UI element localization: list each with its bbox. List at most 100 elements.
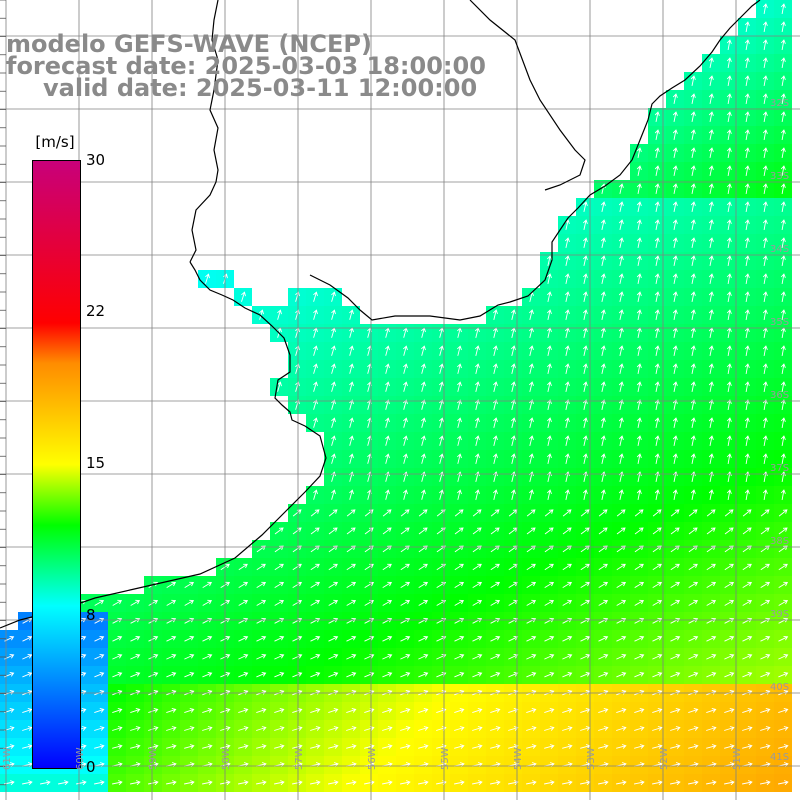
wind-arrow bbox=[780, 255, 786, 266]
wind-arrow bbox=[292, 726, 303, 731]
wind-arrow bbox=[313, 489, 318, 500]
wind-arrow bbox=[724, 726, 735, 731]
wind-arrow bbox=[636, 201, 642, 212]
wind-arrow bbox=[744, 309, 750, 320]
wind-arrow bbox=[166, 707, 177, 714]
wind-arrow bbox=[130, 653, 141, 660]
wind-arrow bbox=[762, 75, 768, 86]
wind-arrow bbox=[706, 635, 717, 642]
wind-arrow bbox=[672, 291, 678, 302]
wind-arrow bbox=[274, 707, 285, 714]
wind-arrow bbox=[328, 563, 338, 571]
wind-arrow bbox=[256, 635, 267, 642]
wind-arrow bbox=[259, 309, 264, 320]
wind-arrow bbox=[672, 237, 678, 248]
wind-arrow bbox=[331, 345, 336, 356]
wind-arrow bbox=[241, 291, 246, 302]
wind-arrow bbox=[331, 489, 336, 500]
wind-arrow bbox=[706, 563, 716, 571]
wind-arrow bbox=[778, 726, 789, 731]
wind-arrow bbox=[652, 653, 663, 660]
wind-arrow bbox=[634, 635, 645, 642]
wind-arrow bbox=[688, 509, 698, 517]
wind-arrow bbox=[544, 581, 555, 588]
wind-arrow bbox=[670, 563, 680, 571]
wind-arrow bbox=[472, 653, 483, 660]
wind-arrow bbox=[349, 453, 354, 464]
wind-arrow bbox=[202, 581, 213, 588]
wind-arrow bbox=[778, 653, 789, 660]
wind-arrow bbox=[400, 726, 411, 731]
wind-arrow bbox=[274, 653, 285, 660]
wind-arrow bbox=[385, 345, 390, 356]
wind-arrow bbox=[600, 219, 606, 230]
wind-arrow bbox=[690, 255, 696, 266]
wind-arrow bbox=[274, 726, 285, 731]
title-valid-date: valid date: 2025-03-11 12:00:00 bbox=[43, 74, 478, 102]
wind-arrow bbox=[726, 345, 732, 356]
wind-arrow bbox=[760, 707, 771, 714]
wind-arrow bbox=[490, 780, 501, 786]
wind-arrow bbox=[402, 363, 408, 374]
wind-arrow bbox=[616, 780, 627, 786]
wind-arrow bbox=[726, 255, 732, 266]
wind-arrow bbox=[454, 635, 465, 642]
wind-arrow bbox=[690, 93, 696, 104]
wind-arrow bbox=[184, 707, 195, 714]
wind-arrow bbox=[544, 509, 554, 517]
wind-arrow bbox=[724, 581, 735, 588]
lon-label: 58W bbox=[221, 747, 232, 770]
wind-arrow bbox=[726, 399, 732, 410]
wind-arrow bbox=[654, 345, 660, 356]
wind-arrow bbox=[166, 744, 177, 749]
wind-arrow bbox=[598, 744, 609, 749]
wind-arrow bbox=[706, 581, 717, 588]
wind-arrow bbox=[778, 581, 789, 588]
wind-arrow bbox=[672, 489, 678, 500]
wind-arrow bbox=[510, 381, 516, 393]
wind-arrow bbox=[418, 726, 429, 731]
wind-arrow bbox=[402, 435, 408, 446]
wind-arrow bbox=[744, 75, 750, 86]
wind-arrow bbox=[490, 527, 500, 535]
wind-arrow bbox=[474, 399, 480, 411]
lat-label: 34S bbox=[770, 244, 790, 255]
wind-arrow bbox=[166, 726, 177, 731]
wind-arrow bbox=[582, 399, 588, 410]
wind-arrow bbox=[690, 309, 696, 320]
wind-arrow bbox=[582, 417, 588, 428]
wind-arrow bbox=[382, 726, 393, 731]
wind-arrow bbox=[744, 39, 750, 50]
wind-arrow bbox=[618, 345, 624, 356]
wind-arrow bbox=[564, 381, 570, 392]
wind-arrow bbox=[510, 345, 516, 357]
wind-arrow bbox=[402, 345, 408, 356]
wind-arrow bbox=[94, 726, 105, 731]
wind-arrow bbox=[724, 671, 735, 678]
wind-arrow bbox=[652, 617, 663, 624]
wind-arrow bbox=[762, 417, 768, 428]
wind-arrow bbox=[544, 635, 555, 642]
wind-arrow bbox=[726, 165, 732, 176]
wind-arrow bbox=[706, 617, 717, 624]
wind-arrow bbox=[726, 147, 732, 158]
wind-arrow bbox=[310, 780, 321, 786]
wind-arrow bbox=[762, 39, 768, 50]
wind-arrow bbox=[690, 165, 696, 176]
wind-arrow bbox=[652, 509, 662, 517]
wind-arrow bbox=[744, 93, 750, 104]
wind-arrow bbox=[382, 744, 393, 749]
wind-arrow bbox=[600, 489, 606, 500]
wind-arrow bbox=[780, 345, 786, 356]
wind-arrow bbox=[528, 435, 534, 447]
wind-arrow bbox=[274, 617, 285, 624]
wind-arrow bbox=[313, 363, 318, 374]
wind-arrow bbox=[364, 527, 374, 535]
wind-arrow bbox=[636, 345, 642, 356]
wind-arrow bbox=[456, 435, 462, 446]
wind-arrow bbox=[672, 417, 678, 428]
wind-arrow bbox=[618, 363, 624, 374]
wind-arrow bbox=[690, 489, 696, 500]
wind-arrow bbox=[600, 237, 606, 248]
wind-arrow bbox=[564, 417, 570, 428]
